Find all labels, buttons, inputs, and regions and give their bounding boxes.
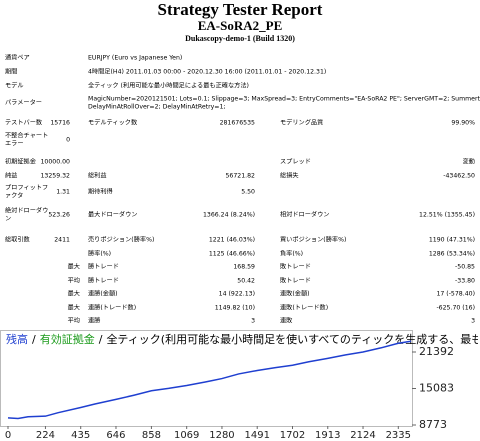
stat-value: 56721.82 — [225, 172, 255, 180]
stat-value: -50.85 — [455, 263, 475, 271]
x-tick-label: 224 — [36, 430, 55, 441]
stat-label: 勝トレード — [88, 263, 119, 271]
stat-label: モデルティック数 — [88, 119, 138, 127]
legend-note: 全ティック(利用可能な最小時間足を使いすべてのティックを生成する、最も — [106, 332, 480, 346]
stat-value: 1125 (46.66%) — [208, 250, 255, 258]
stat-value: -625.70 (16) — [436, 304, 475, 312]
info-value: 4時間足(H4) 2011.01.03 00:00 - 2020.12.30 1… — [88, 68, 327, 76]
stat-label: 初期証拠金 — [5, 158, 36, 166]
stat-label: プロフィットファクタ — [5, 184, 49, 200]
x-tick-label: 1280 — [209, 430, 234, 441]
legend-separator: / — [32, 333, 36, 346]
stat-label: 売りポジション(勝率%) — [88, 236, 155, 244]
stat-value: 3 — [471, 317, 475, 325]
stat-value: 平均 — [67, 317, 80, 325]
stat-label: 連敗(金額) — [280, 290, 310, 298]
x-tick-label: 435 — [71, 430, 90, 441]
report-title: Strategy Tester Report — [157, 0, 323, 19]
stat-value: 最大 — [67, 290, 80, 298]
x-tick-label: 0 — [5, 430, 11, 441]
stat-label: 勝率(%) — [88, 250, 112, 258]
info-value: MagicNumber=2020121501; Lots=0.1; Slippa… — [88, 95, 480, 103]
legend-separator: / — [99, 333, 103, 346]
stat-label: 敗トレード — [280, 263, 311, 271]
stat-label: 純益 — [5, 172, 18, 180]
stat-label: 勝トレード — [88, 277, 119, 285]
stat-label: 総利益 — [88, 172, 107, 180]
x-tick-label: 1702 — [280, 430, 305, 441]
stat-value: 1149.82 (10) — [214, 304, 255, 312]
x-tick-label: 2124 — [350, 430, 375, 441]
x-tick-label: 858 — [142, 430, 161, 441]
stat-value: 50.42 — [237, 277, 255, 285]
stat-label: 不整合チャートエラー — [5, 132, 49, 148]
stat-label: テストバー数 — [5, 119, 43, 127]
x-tick-label: 1913 — [315, 430, 340, 441]
stat-value: 13259.32 — [40, 172, 70, 180]
stat-value: 168.59 — [233, 263, 255, 271]
y-tick-label: 15083 — [419, 382, 454, 395]
stat-label: 総取引数 — [5, 236, 30, 244]
stat-label: 総損失 — [280, 172, 299, 180]
stat-label: 連敗 — [280, 317, 293, 325]
stat-value: 最大 — [67, 263, 80, 271]
x-tick-label: 2335 — [386, 430, 411, 441]
legend-balance: 残高 — [6, 332, 28, 346]
stat-value: 281676535 — [219, 119, 255, 127]
stat-value: 523.26 — [48, 211, 70, 219]
info-label: 期間 — [5, 68, 18, 76]
info-value: EURJPY (Euro vs Japanese Yen) — [88, 54, 183, 62]
stat-label: 敗トレード — [280, 277, 311, 285]
stat-value: -43462.50 — [443, 172, 475, 180]
info-label: パラメーター — [5, 99, 42, 107]
stat-label: モデリング品質 — [280, 119, 324, 127]
info-label: モデル — [5, 82, 24, 90]
stat-value: -33.80 — [455, 277, 475, 285]
stat-value: 変動 — [462, 158, 475, 166]
stat-value: 5.50 — [241, 188, 255, 196]
stat-value: 2411 — [54, 236, 70, 244]
info-label: 通貨ペア — [5, 54, 30, 62]
chart-legend: 残高 / 有効証拠金 / 全ティック(利用可能な最小時間足を使いすべてのティックを生成す… — [6, 332, 480, 346]
stat-value: 最大 — [67, 304, 80, 312]
x-tick-label: 646 — [106, 430, 125, 441]
x-tick-label: 1491 — [244, 430, 269, 441]
stat-label: 相対ドローダウン — [280, 211, 330, 219]
stat-value: 14 (922.13) — [218, 290, 255, 298]
stat-value: 99.90% — [451, 119, 475, 127]
balance-line — [7, 340, 412, 420]
stat-label: 連勝 — [88, 317, 101, 325]
stat-label: スプレッド — [280, 158, 311, 166]
stat-value: 15716 — [50, 119, 70, 127]
stat-label: 期待利得 — [88, 188, 113, 196]
stat-label: 連勝(金額) — [88, 290, 118, 298]
stat-value: 3 — [251, 317, 255, 325]
stat-value: 12.51% (1355.45) — [419, 211, 475, 219]
stat-value: 1366.24 (8.24%) — [202, 211, 255, 219]
info-value: 全ティック (利用可能な最小時間足による最も正確な方法) — [88, 82, 249, 90]
stat-label: 負率(%) — [280, 250, 304, 258]
stat-value: 0 — [66, 136, 70, 144]
stat-value: 10000.00 — [40, 158, 70, 166]
stat-value: 1190 (47.31%) — [428, 236, 475, 244]
stat-label: 連敗(トレード数) — [280, 304, 329, 312]
stat-value: 17 (-578.40) — [436, 290, 475, 298]
stat-label: 連勝(トレード数) — [88, 304, 137, 312]
legend-equity: 有効証拠金 — [40, 332, 95, 346]
stat-value: 平均 — [67, 277, 80, 285]
y-tick-label: 8773 — [419, 418, 447, 431]
stat-value: 1221 (46.03%) — [208, 236, 255, 244]
stat-value: 1.31 — [56, 188, 70, 196]
stat-label: 最大ドローダウン — [88, 211, 138, 219]
y-tick-label: 21392 — [419, 345, 454, 358]
stat-label: 買いポジション(勝率%) — [280, 236, 347, 244]
server-name: Dukascopy-demo-1 (Build 1320) — [185, 34, 295, 43]
stat-value: 1286 (53.34%) — [428, 250, 475, 258]
info-value: DelayMinAtRollOver=2; DelayMinAtRetry=1; — [88, 103, 226, 111]
expert-name: EA-SoRA2_PE — [197, 18, 283, 33]
stat-label: 絶対ドローダウン — [5, 207, 49, 223]
x-tick-label: 1069 — [174, 430, 199, 441]
